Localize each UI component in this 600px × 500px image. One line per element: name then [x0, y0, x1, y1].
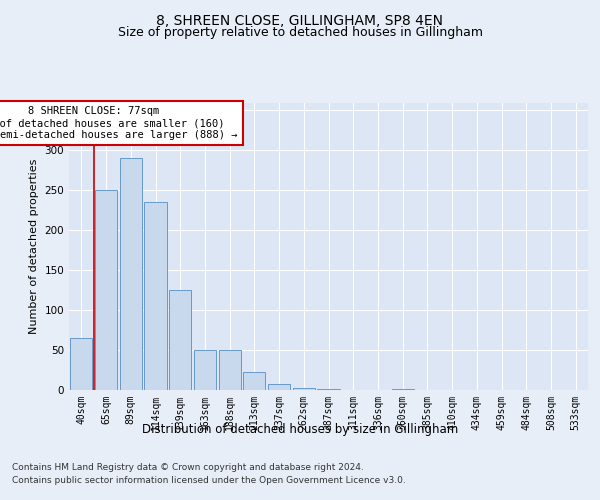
- Bar: [95, 190, 117, 390]
- Bar: [268, 384, 290, 390]
- Text: 8 SHREEN CLOSE: 77sqm
← 15% of detached houses are smaller (160)
84% of semi-det: 8 SHREEN CLOSE: 77sqm ← 15% of detached …: [0, 106, 238, 140]
- Text: Size of property relative to detached houses in Gillingham: Size of property relative to detached ho…: [118, 26, 482, 39]
- Text: Contains HM Land Registry data © Crown copyright and database right 2024.: Contains HM Land Registry data © Crown c…: [12, 462, 364, 471]
- Bar: [145, 202, 167, 390]
- Bar: [317, 389, 340, 390]
- Bar: [392, 389, 414, 390]
- Bar: [194, 350, 216, 390]
- Y-axis label: Number of detached properties: Number of detached properties: [29, 158, 39, 334]
- Bar: [70, 338, 92, 390]
- Text: 8, SHREEN CLOSE, GILLINGHAM, SP8 4EN: 8, SHREEN CLOSE, GILLINGHAM, SP8 4EN: [157, 14, 443, 28]
- Text: Distribution of detached houses by size in Gillingham: Distribution of detached houses by size …: [142, 422, 458, 436]
- Bar: [293, 388, 315, 390]
- Bar: [218, 350, 241, 390]
- Bar: [119, 158, 142, 390]
- Bar: [169, 290, 191, 390]
- Bar: [243, 372, 265, 390]
- Text: Contains public sector information licensed under the Open Government Licence v3: Contains public sector information licen…: [12, 476, 406, 485]
